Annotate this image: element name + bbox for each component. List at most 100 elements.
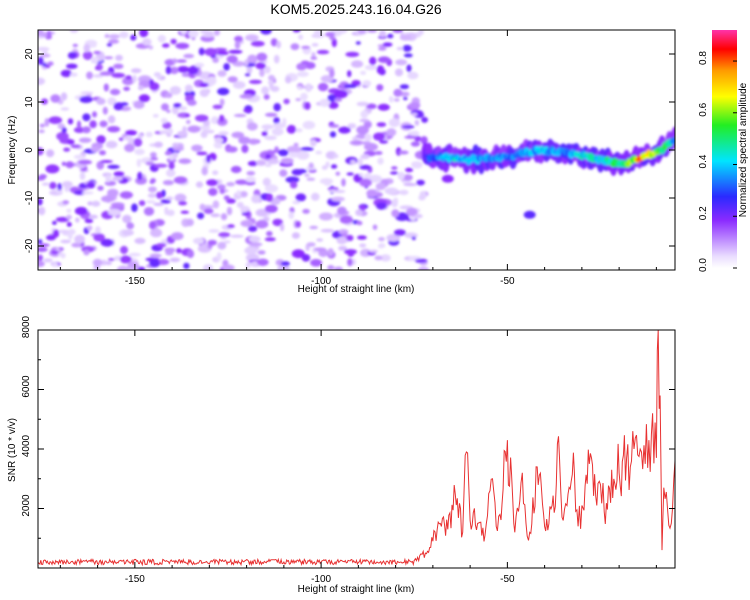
- noise-speck: [83, 43, 91, 53]
- noise-speck: [226, 206, 233, 216]
- noise-speck: [234, 40, 241, 50]
- noise-speck: [185, 113, 190, 118]
- noise-speck: [38, 206, 46, 216]
- noise-speck: [418, 195, 426, 201]
- noise-speck: [399, 84, 409, 90]
- noise-speck: [382, 42, 393, 47]
- noise-speck: [264, 135, 277, 141]
- noise-speck: [347, 123, 357, 129]
- noise-speck: [345, 234, 354, 242]
- noise-speck: [346, 172, 354, 176]
- noise-speck: [334, 89, 348, 99]
- noise-speck: [123, 86, 130, 91]
- noise-speck: [403, 96, 408, 101]
- noise-speck: [96, 97, 106, 105]
- noise-speck: [291, 232, 300, 239]
- noise-speck: [421, 116, 428, 123]
- noise-speck: [360, 248, 372, 257]
- noise-speck: [384, 187, 399, 195]
- spectrogram-y-tick-label: 10: [24, 96, 35, 108]
- noise-speck: [74, 234, 85, 244]
- noise-speck: [404, 135, 418, 139]
- noise-speck: [153, 163, 168, 168]
- noise-speck: [315, 150, 323, 155]
- noise-speck: [93, 233, 105, 242]
- noise-speck: [339, 215, 353, 224]
- noise-speck: [223, 195, 230, 201]
- noise-speck: [106, 43, 113, 47]
- noise-speck: [125, 130, 138, 136]
- noise-speck: [41, 98, 48, 105]
- noise-speck: [60, 92, 68, 101]
- noise-speck: [369, 56, 377, 66]
- noise-speck: [175, 42, 190, 50]
- noise-speck: [359, 118, 370, 123]
- noise-speck: [320, 75, 334, 83]
- snr-y-tick-label: 8000: [21, 315, 32, 338]
- noise-speck: [107, 208, 121, 216]
- noise-speck: [101, 259, 107, 266]
- noise-speck: [176, 248, 182, 254]
- spectrogram-y-tick-label: 20: [24, 48, 35, 60]
- noise-speck: [304, 173, 310, 177]
- noise-speck: [289, 181, 298, 189]
- noise-speck: [125, 75, 132, 80]
- noise-speck: [170, 38, 177, 45]
- noise-speck: [362, 80, 372, 87]
- noise-speck: [208, 187, 218, 196]
- noise-speck: [195, 181, 204, 188]
- noise-speck: [187, 125, 201, 133]
- noise-speck: [279, 169, 288, 177]
- noise-speck: [308, 162, 314, 169]
- noise-speck: [221, 264, 235, 270]
- noise-speck: [266, 231, 273, 237]
- noise-speck: [177, 66, 190, 73]
- noise-speck: [402, 180, 412, 185]
- chart-title: KOM5.2025.243.16.04.G26: [270, 1, 441, 17]
- noise-speck: [344, 249, 357, 255]
- noise-speck: [360, 154, 370, 160]
- snr-baseline-line: [38, 557, 415, 567]
- noise-speck: [417, 266, 430, 270]
- noise-speck: [405, 167, 414, 173]
- noise-speck: [104, 56, 114, 60]
- noise-speck: [386, 128, 397, 137]
- noise-speck: [305, 83, 312, 92]
- noise-speck: [107, 258, 116, 261]
- noise-speck: [92, 74, 104, 78]
- noise-speck: [410, 141, 420, 147]
- noise-speck: [113, 171, 125, 177]
- noise-speck: [403, 53, 413, 58]
- noise-speck: [319, 178, 334, 185]
- noise-speck: [173, 103, 182, 108]
- noise-speck: [132, 74, 137, 83]
- noise-speck: [255, 62, 266, 70]
- noise-speck: [79, 96, 93, 103]
- noise-speck: [152, 114, 159, 118]
- noise-speck: [119, 31, 129, 39]
- noise-speck: [280, 223, 285, 232]
- noise-speck: [165, 169, 176, 178]
- noise-speck: [67, 118, 74, 125]
- noise-speck: [357, 235, 367, 240]
- noise-speck: [377, 56, 391, 63]
- noise-speck: [46, 149, 55, 158]
- noise-speck: [60, 107, 70, 111]
- noise-speck: [137, 266, 146, 270]
- noise-speck: [285, 76, 292, 84]
- noise-speck: [226, 146, 238, 153]
- colorbar: 0.0 0.2 0.4 0.6 0.8 Normalized spectral ampl…: [698, 30, 749, 272]
- noise-speck: [239, 191, 248, 198]
- noise-speck: [71, 242, 82, 248]
- noise-speck: [52, 229, 60, 238]
- noise-speck: [150, 228, 163, 238]
- noise-speck: [160, 117, 168, 124]
- noise-speck: [301, 253, 311, 262]
- noise-speck: [331, 196, 345, 202]
- noise-speck: [87, 201, 93, 206]
- noise-speck: [246, 122, 258, 131]
- noise-speck: [107, 188, 119, 198]
- noise-speck: [245, 262, 251, 268]
- colorbar-label: Normalized spectral amplitude: [738, 82, 749, 217]
